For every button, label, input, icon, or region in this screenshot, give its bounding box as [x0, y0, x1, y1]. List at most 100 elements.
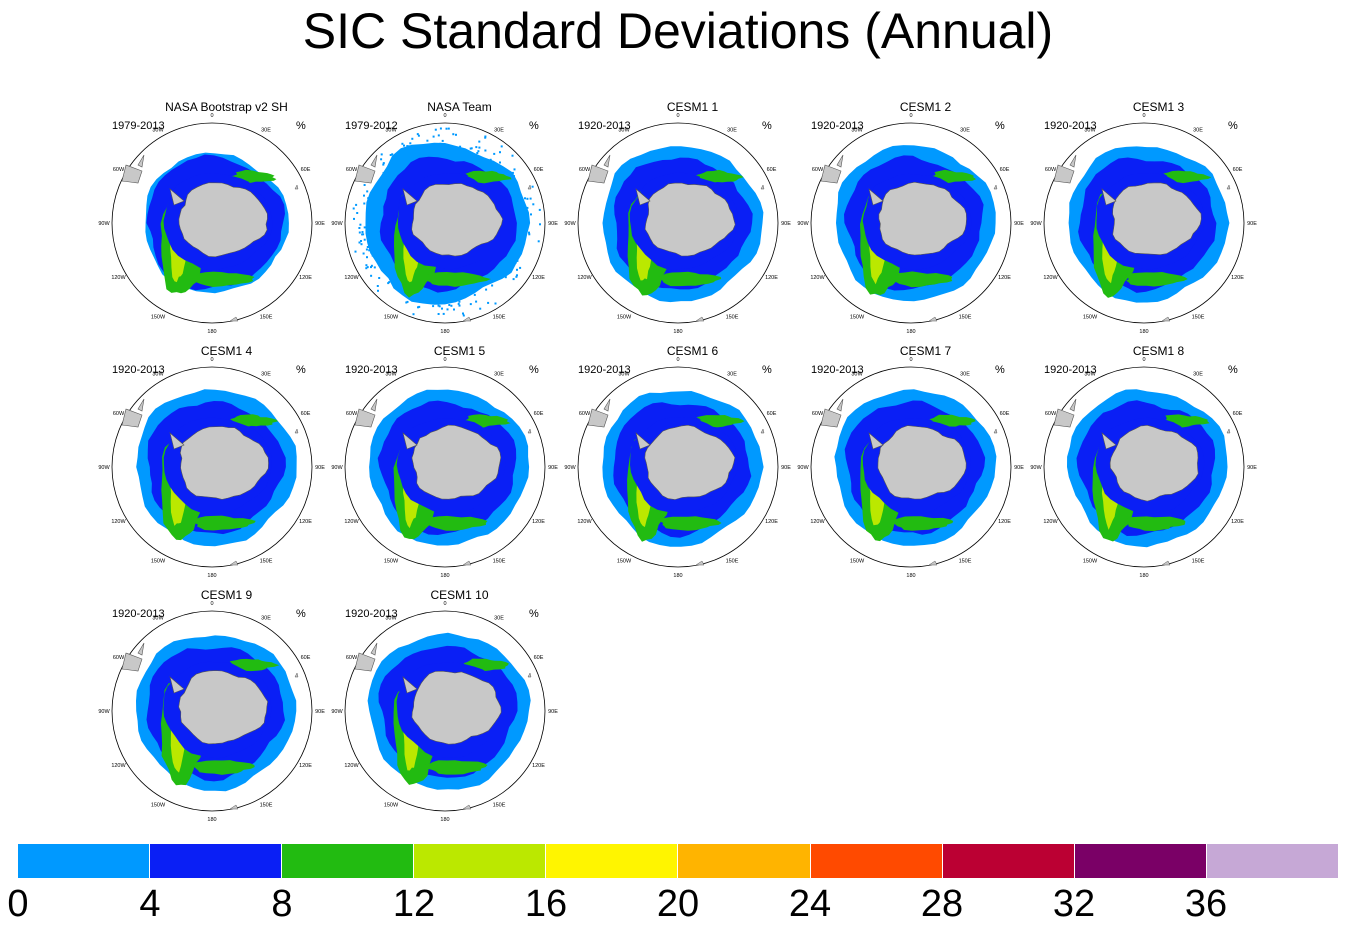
sic-band-8-12 [190, 760, 255, 775]
noise-pixel [361, 233, 364, 236]
kerguelen-island [527, 184, 532, 190]
noise-pixel [499, 151, 501, 154]
noise-pixel [528, 233, 531, 236]
noise-pixel [446, 308, 449, 311]
longitude-label: 120E [765, 519, 778, 525]
kerguelen-island [1226, 184, 1231, 190]
new-zealand [928, 316, 938, 322]
noise-pixel [519, 266, 522, 269]
longitude-label: 120W [810, 519, 825, 525]
noise-pixel [417, 134, 420, 137]
longitude-label: 90W [1030, 221, 1042, 227]
panel-unit: % [762, 120, 772, 132]
south-america-tip [587, 164, 609, 184]
longitude-label: 90E [1247, 221, 1257, 227]
panel-title: CESM1 4 [200, 344, 253, 358]
panel-unit: % [529, 608, 539, 620]
south-america-tip [137, 398, 145, 412]
noise-pixel [499, 161, 501, 164]
map-panel: CESM1 5 1920-2013% 0 30E 60E 90E 120E 150E 180 15… [331, 344, 576, 584]
south-america-tip [370, 398, 378, 412]
longitude-label: 90E [1247, 465, 1257, 471]
map-panel: CESM1 3 1920-2013% 0 30E 60E 90E 120E 150E 180 15… [1030, 100, 1275, 340]
longitude-label: 90E [1014, 221, 1024, 227]
south-america-tip [354, 652, 376, 672]
sic-band-8-12 [695, 169, 744, 184]
sic-band-8-12 [656, 516, 722, 531]
panel-period: 1979-2012 [345, 120, 398, 132]
longitude-label: 180 [1139, 329, 1148, 335]
longitude-label: 30E [1193, 128, 1203, 134]
longitude-label: 30E [261, 616, 271, 622]
longitude-label: 90W [1030, 465, 1042, 471]
panel-unit: % [296, 120, 306, 132]
noise-pixel [416, 133, 419, 136]
noise-pixel [539, 223, 541, 226]
noise-pixel [447, 127, 450, 130]
longitude-label: 0 [1142, 113, 1145, 119]
panel-unit: % [1228, 364, 1238, 376]
longitude-label: 90E [781, 221, 791, 227]
noise-pixel [366, 246, 369, 248]
noise-pixel [360, 240, 362, 242]
longitude-label: 90W [331, 709, 343, 715]
noise-pixel [411, 137, 414, 140]
new-zealand [229, 316, 239, 322]
longitude-label: 150W [617, 315, 632, 321]
panel-title: NASA Team [427, 100, 492, 114]
south-america-tip [836, 154, 844, 168]
noise-pixel [426, 139, 429, 142]
longitude-label: 30E [727, 372, 737, 378]
longitude-label: 120W [111, 763, 126, 769]
longitude-label: 30W [618, 372, 630, 378]
map-panel: CESM1 8 1920-2013% 0 30E 60E 90E 120E 150E 180 15… [1030, 344, 1275, 584]
noise-pixel [516, 268, 518, 271]
polar-map: 0 30E 60E 90E 120E 150E 180 150W 120W 90W 60W 30W [331, 113, 558, 335]
longitude-label: 30E [494, 372, 504, 378]
longitude-label: 150E [726, 559, 739, 565]
antarctic-peninsula [169, 188, 185, 206]
longitude-label: 180 [673, 329, 682, 335]
longitude-label: 90W [98, 465, 110, 471]
noise-pixel [462, 312, 464, 315]
noise-pixel [484, 136, 487, 139]
south-america-tip [121, 164, 143, 184]
panel-unit: % [529, 120, 539, 132]
noise-pixel [479, 307, 482, 310]
noise-pixel [363, 226, 366, 229]
noise-pixel [516, 274, 518, 277]
noise-pixel [532, 203, 535, 206]
noise-pixel [439, 127, 442, 130]
noise-pixel [432, 135, 435, 138]
sic-band-8-12 [229, 658, 280, 672]
colorbar-tick-label: 20 [656, 883, 700, 925]
sea-ice-field [354, 632, 532, 810]
kerguelen-island [760, 184, 765, 190]
noise-pixel [526, 206, 529, 209]
longitude-label: 60W [113, 655, 125, 661]
longitude-label: 120E [998, 519, 1011, 525]
noise-pixel [513, 168, 516, 171]
longitude-label: 120W [111, 519, 126, 525]
colorbar-tick-label: 4 [139, 883, 161, 925]
south-america-tip [137, 154, 145, 168]
noise-pixel [475, 300, 478, 303]
longitude-label: 120E [1231, 275, 1244, 281]
polar-map: 0 30E 60E 90E 120E 150E 180 150W 120W 90W 60W 30W [331, 357, 558, 579]
antarctic-peninsula [402, 188, 418, 206]
panel-period: 1920-2013 [578, 364, 631, 376]
longitude-label: 0 [676, 357, 679, 363]
longitude-label: 0 [210, 601, 213, 607]
longitude-label: 90W [797, 465, 809, 471]
longitude-label: 60W [113, 167, 125, 173]
longitude-label: 30E [960, 372, 970, 378]
polar-map: 0 30E 60E 90E 120E 150E 180 150W 120W 90W 60W 30W [564, 357, 791, 579]
longitude-label: 90W [331, 465, 343, 471]
sic-band-8-12 [889, 516, 954, 531]
kerguelen-island [527, 672, 532, 678]
antarctic-peninsula [402, 676, 418, 694]
longitude-label: 90E [315, 709, 325, 715]
longitude-label: 60W [1045, 167, 1057, 173]
longitude-label: 30E [494, 616, 504, 622]
longitude-label: 90E [1014, 465, 1024, 471]
